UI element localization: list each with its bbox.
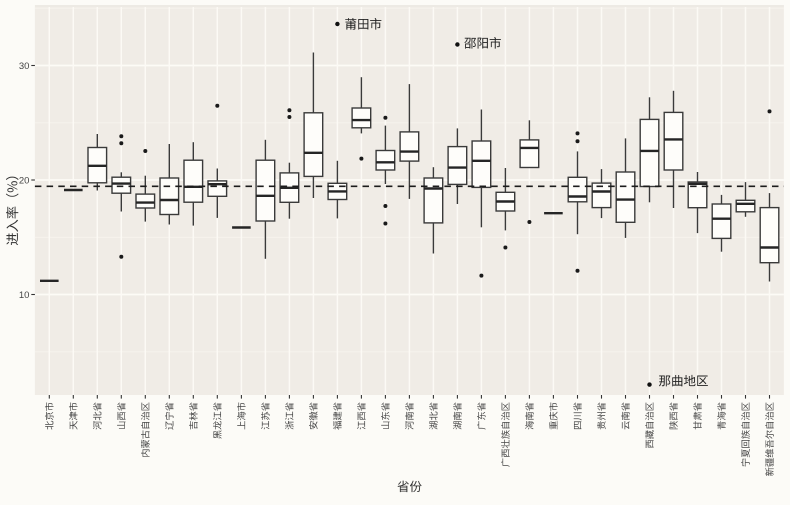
svg-text:20: 20 xyxy=(19,175,30,186)
svg-text:10: 10 xyxy=(19,290,30,301)
svg-text:30: 30 xyxy=(19,61,30,72)
